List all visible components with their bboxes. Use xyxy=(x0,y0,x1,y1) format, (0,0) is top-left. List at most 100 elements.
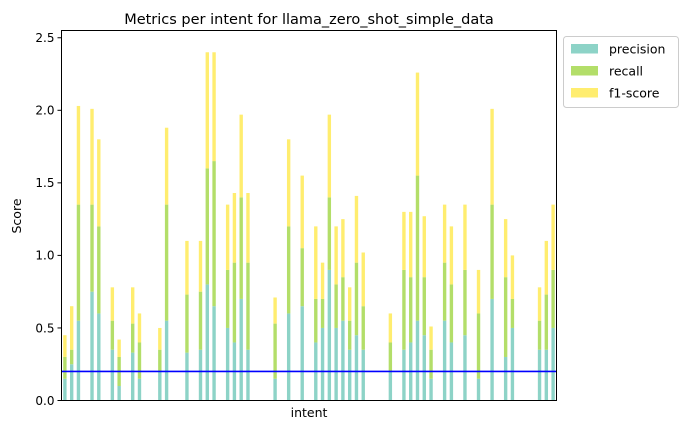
bar-recall-63 xyxy=(490,204,494,299)
y-tick-label: 0.0 xyxy=(35,394,54,408)
bar-precision-20 xyxy=(198,349,203,401)
bar-f1-score-70 xyxy=(537,287,542,321)
bar-f1-score-27 xyxy=(246,193,250,263)
bar-recall-57 xyxy=(449,284,454,343)
bar-f1-score-65 xyxy=(503,219,508,278)
bar-f1-score-11 xyxy=(137,313,142,343)
y-tick-label: 1.5 xyxy=(35,176,54,190)
bar-f1-score-14 xyxy=(158,327,162,350)
bar-precision-5 xyxy=(97,313,101,401)
bar-recall-59 xyxy=(463,269,467,336)
bar-f1-score-42 xyxy=(347,287,352,321)
bar-f1-score-61 xyxy=(476,269,481,314)
bar-f1-score-59 xyxy=(463,204,467,270)
bar-recall-14 xyxy=(158,349,162,372)
bar-precision-52 xyxy=(415,320,420,401)
bar-f1-score-43 xyxy=(354,195,359,263)
bar-recall-26 xyxy=(239,197,243,299)
bar-precision-56 xyxy=(442,320,447,401)
bar-f1-score-40 xyxy=(334,226,338,285)
bar-f1-score-38 xyxy=(320,262,325,299)
bar-f1-score-10 xyxy=(131,287,135,324)
bar-precision-0 xyxy=(63,378,67,401)
y-tick-label: 0.5 xyxy=(35,321,54,335)
bar-recall-38 xyxy=(320,298,325,328)
bar-f1-score-0 xyxy=(63,335,67,357)
bar-precision-31 xyxy=(273,378,277,401)
bar-f1-score-57 xyxy=(449,226,454,285)
bar-f1-score-7 xyxy=(110,287,115,321)
chart-title: Metrics per intent for llama_zero_shot_s… xyxy=(124,12,494,28)
bar-recall-33 xyxy=(286,226,291,314)
plot-frame xyxy=(61,30,557,401)
y-tick-label: 2.0 xyxy=(35,104,54,118)
bar-precision-61 xyxy=(476,378,481,401)
bar-f1-score-72 xyxy=(551,204,555,270)
bar-precision-21 xyxy=(205,284,209,401)
bar-recall-22 xyxy=(212,161,216,307)
bar-recall-40 xyxy=(334,284,338,328)
bar-precision-43 xyxy=(354,335,359,401)
bar-precision-18 xyxy=(185,352,189,401)
bar-f1-score-15 xyxy=(164,127,169,205)
y-axis: 0.0 0.5 1.0 1.5 2.0 2.5 xyxy=(35,31,62,408)
bar-recall-42 xyxy=(347,320,352,350)
bar-recall-54 xyxy=(429,349,433,379)
y-tick-label: 2.5 xyxy=(35,31,54,45)
bar-f1-score-56 xyxy=(442,204,447,263)
bar-precision-59 xyxy=(463,335,467,401)
bar-f1-score-2 xyxy=(76,105,81,205)
bar-recall-0 xyxy=(63,356,67,379)
x-axis-label: intent xyxy=(291,405,328,420)
bar-precision-7 xyxy=(110,349,115,401)
bar-f1-score-24 xyxy=(225,204,230,270)
bar-precision-14 xyxy=(158,371,162,401)
bar-f1-score-53 xyxy=(422,216,426,278)
bar-recall-18 xyxy=(185,294,189,353)
legend-label-recall: recall xyxy=(609,64,643,79)
bar-f1-score-63 xyxy=(490,108,494,205)
legend-swatch-recall xyxy=(571,66,598,76)
bar-f1-score-8 xyxy=(117,339,121,357)
bar-precision-10 xyxy=(131,352,135,401)
bars-layer xyxy=(63,52,555,401)
bar-f1-score-35 xyxy=(300,175,304,249)
bar-precision-39 xyxy=(327,269,332,401)
legend-swatch-precision xyxy=(571,44,598,54)
bar-precision-50 xyxy=(402,349,406,401)
legend-label-precision: precision xyxy=(609,42,665,57)
bar-recall-70 xyxy=(537,320,542,350)
bar-f1-score-50 xyxy=(402,211,406,270)
bar-precision-53 xyxy=(422,335,426,401)
bar-recall-43 xyxy=(354,262,359,336)
bar-precision-66 xyxy=(510,327,515,401)
bar-f1-score-52 xyxy=(415,72,420,176)
bar-precision-70 xyxy=(537,349,542,401)
bar-recall-44 xyxy=(361,306,365,350)
bar-f1-score-26 xyxy=(239,114,243,198)
bar-f1-score-71 xyxy=(544,240,549,295)
bar-recall-7 xyxy=(110,320,115,350)
bar-precision-4 xyxy=(90,291,94,401)
bar-recall-72 xyxy=(551,269,555,328)
bar-precision-40 xyxy=(334,327,338,401)
bar-f1-score-54 xyxy=(429,326,433,350)
bar-f1-score-33 xyxy=(286,139,291,227)
bar-f1-score-21 xyxy=(205,52,209,169)
bar-precision-1 xyxy=(69,364,74,401)
bar-recall-31 xyxy=(273,323,277,379)
bar-precision-27 xyxy=(246,349,250,401)
bar-f1-score-20 xyxy=(198,240,203,292)
bar-precision-22 xyxy=(212,306,216,401)
bar-f1-score-44 xyxy=(361,252,365,307)
bar-recall-41 xyxy=(341,277,345,321)
bar-f1-score-51 xyxy=(409,211,413,278)
bar-precision-2 xyxy=(76,320,81,401)
bar-recall-71 xyxy=(544,294,549,350)
bar-recall-37 xyxy=(314,298,318,343)
bar-precision-48 xyxy=(388,371,393,401)
bar-recall-52 xyxy=(415,175,420,321)
bar-f1-score-1 xyxy=(69,306,74,350)
bar-precision-8 xyxy=(117,385,121,401)
bar-precision-38 xyxy=(320,327,325,401)
